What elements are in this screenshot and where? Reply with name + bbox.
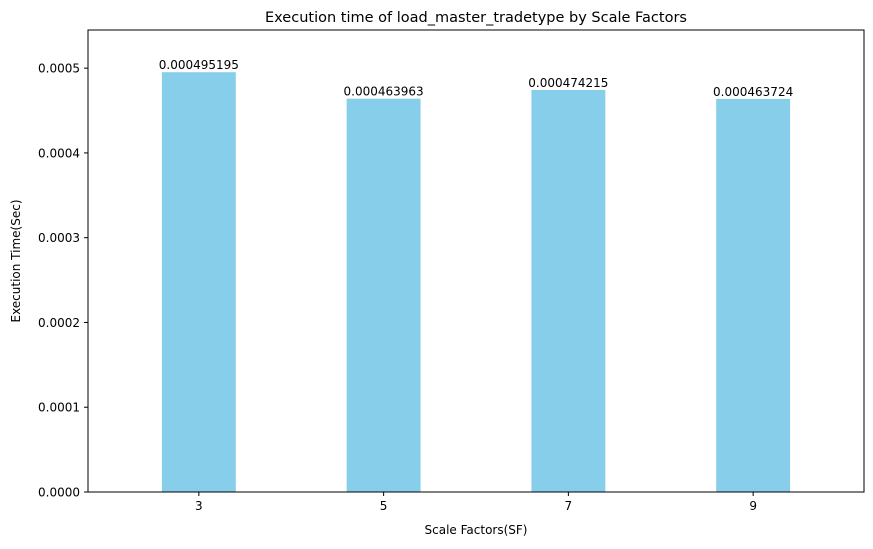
plot-frame: [87, 29, 865, 493]
bar-value-label-7: 0.000474215: [528, 76, 608, 90]
x-tick-label-7: 7: [565, 499, 573, 513]
x-tick-label-3: 3: [195, 499, 203, 513]
x-axis-label: Scale Factors(SF): [425, 523, 528, 537]
value-labels-layer: 0.000495195 0.000463963 0.000474215 0.00046…: [159, 58, 793, 99]
y-tick-label: 0.0001: [38, 401, 80, 415]
bar-7: [531, 90, 606, 492]
chart-title: Execution time of load_master_tradetype …: [265, 10, 687, 26]
y-tick-label: 0.0005: [38, 62, 80, 76]
x-tick-label-9: 9: [749, 499, 757, 513]
bar-value-label-5: 0.000463963: [344, 85, 424, 99]
y-axis-ticks: 0.0000 0.0001 0.0002 0.0003 0.0004 0.0005: [38, 62, 88, 500]
y-tick-label: 0.0002: [38, 316, 80, 330]
bar-5: [346, 98, 421, 492]
x-axis-ticks: 3 5 7 9: [195, 492, 757, 513]
y-tick-label: 0.0000: [38, 486, 80, 500]
bar-3: [161, 72, 236, 492]
bars-layer: [161, 72, 791, 493]
y-tick-label: 0.0004: [38, 146, 80, 160]
y-tick-label: 0.0003: [38, 231, 80, 245]
bar-value-label-9: 0.000463724: [713, 85, 793, 99]
bar-value-label-3: 0.000495195: [159, 58, 239, 72]
x-tick-label-5: 5: [380, 499, 388, 513]
y-axis-label: Execution Time(Sec): [9, 199, 23, 322]
bar-9: [716, 98, 791, 493]
